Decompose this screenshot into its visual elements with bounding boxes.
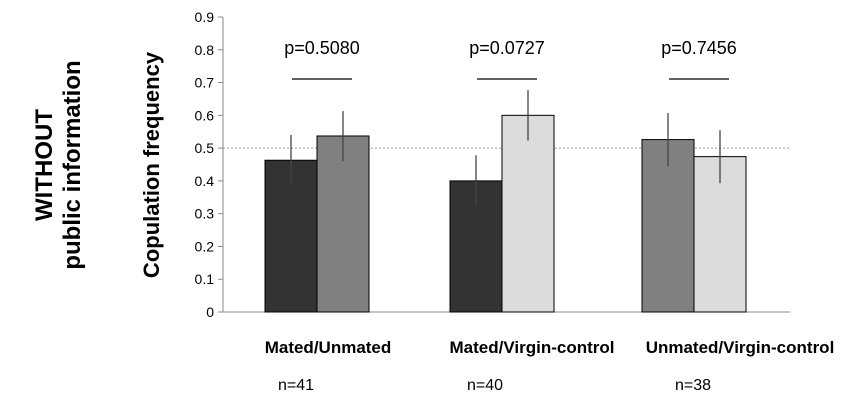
bar-virgin: [501, 114, 555, 313]
sample-size-label: n=38: [675, 377, 711, 394]
y-tick-label: 0.8: [195, 42, 215, 58]
sample-size-label: n=41: [278, 377, 314, 394]
category-label: Unmated/Virgin-control: [646, 338, 835, 357]
y-tick-label: 0.2: [195, 238, 215, 254]
side-label-line2: public information: [59, 60, 86, 269]
y-tick-label: 0.6: [195, 107, 215, 123]
bar-unmated: [316, 135, 370, 313]
y-tick-label: 0.1: [195, 271, 215, 287]
y-tick-label: 0.9: [195, 9, 215, 25]
category-label: Mated/Virgin-control: [450, 338, 615, 357]
p-value-label: p=0.5080: [284, 38, 360, 58]
y-tick-label: 0.4: [195, 173, 215, 189]
sample-size-label: n=40: [467, 377, 503, 394]
y-tick-label: 0: [206, 304, 214, 320]
category-label: Mated/Unmated: [265, 338, 392, 357]
y-tick-label: 0.3: [195, 206, 215, 222]
plot-area: 0 0.1 0.2 0.3 0.4 0.5 0.6 0.7 0.8 0.9 p=0.5080 Mate…: [195, 9, 835, 394]
y-tick-label: 0.5: [195, 140, 215, 156]
p-value-label: p=0.0727: [469, 38, 545, 58]
y-tick-label: 0.7: [195, 75, 215, 91]
side-label-line1: WITHOUT: [31, 109, 58, 221]
p-value-label: p=0.7456: [661, 38, 737, 58]
y-axis-label: Copulation frequency: [139, 51, 164, 278]
